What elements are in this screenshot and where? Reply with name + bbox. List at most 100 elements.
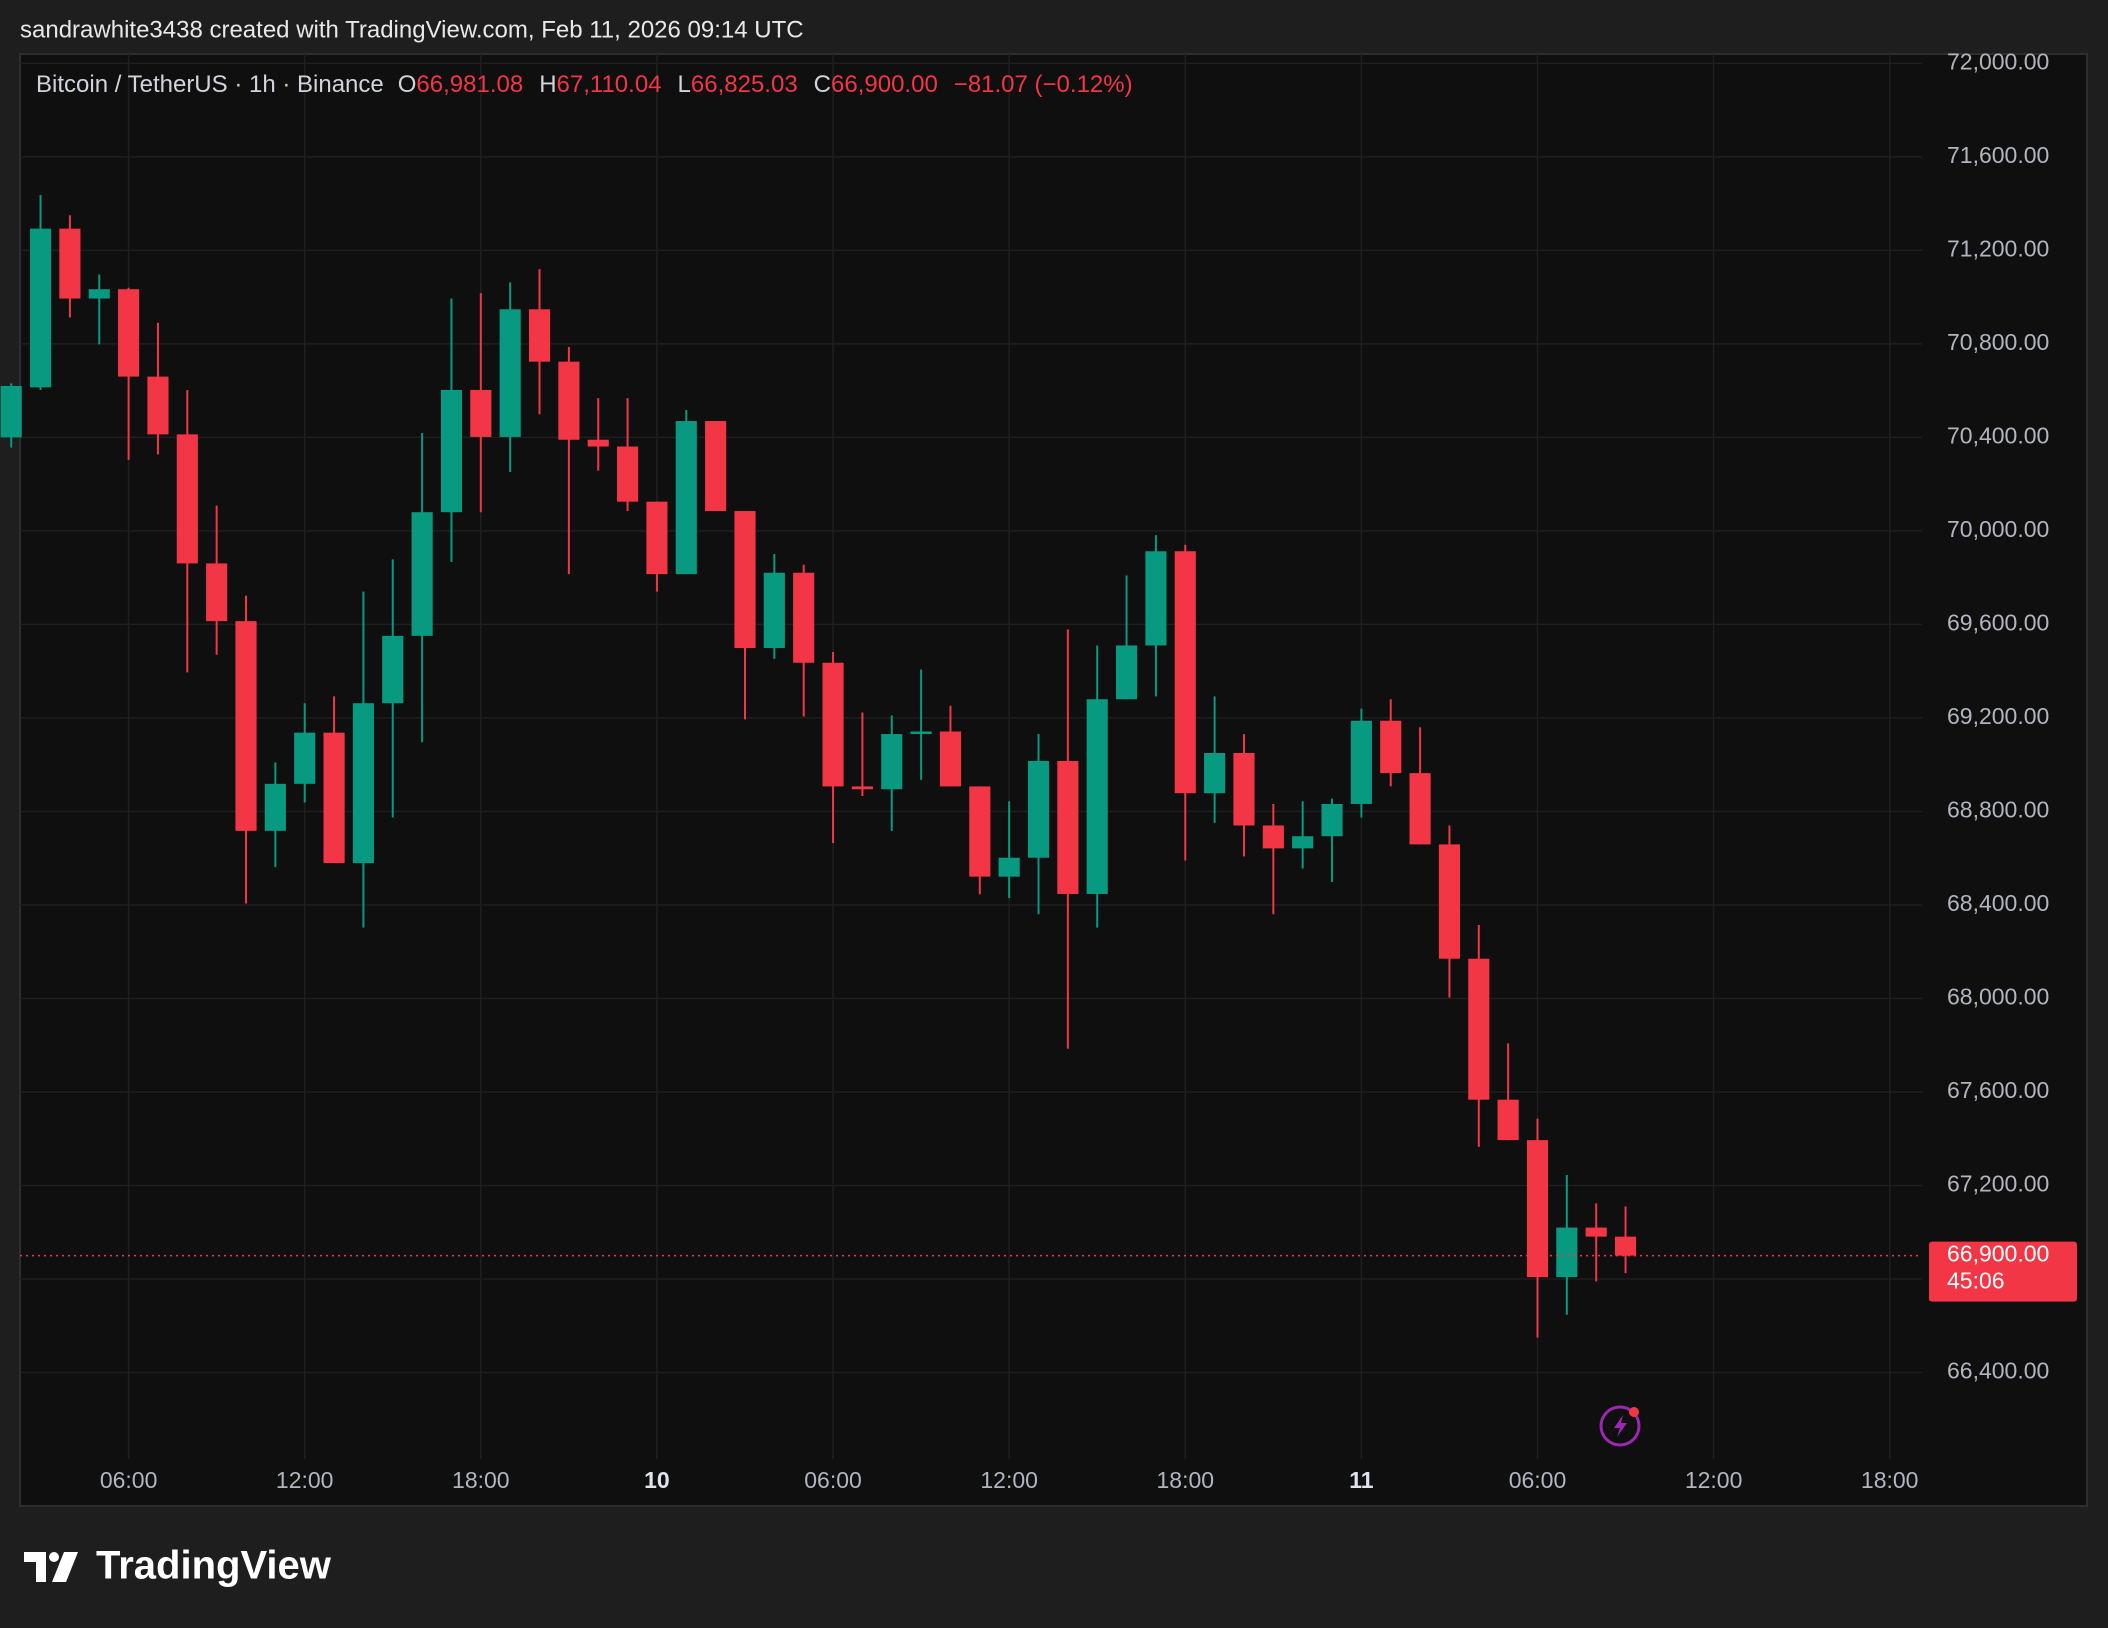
candles [0, 194, 1637, 1338]
candle-body [1145, 551, 1167, 646]
icon-ring [1599, 1405, 1641, 1447]
x-tick-label: 06:00 [804, 1467, 862, 1493]
candle-body [1526, 1140, 1549, 1278]
candle-body [1585, 1227, 1607, 1237]
candle-body [206, 563, 228, 622]
candle-body [88, 289, 110, 299]
lightning-icon [1599, 1405, 1641, 1447]
x-tick-label: 06:00 [1509, 1467, 1567, 1493]
logo-mark [49, 1552, 59, 1562]
candle-body [470, 389, 492, 437]
candle-body [176, 434, 198, 564]
x-tick-label: 18:00 [1861, 1467, 1919, 1493]
x-tick-label: 12:00 [1685, 1467, 1743, 1493]
legend-key: L [678, 71, 691, 98]
x-tick-label: 06:00 [100, 1467, 158, 1493]
candle-body [352, 703, 374, 864]
candle-body [793, 572, 815, 663]
candle-body [29, 228, 52, 388]
icon-bolt [1614, 1415, 1627, 1437]
candle-body [0, 385, 22, 438]
candle-body [528, 309, 551, 362]
candle-body [1321, 803, 1343, 837]
y-tick-label: 67,200.00 [1947, 1171, 2049, 1197]
legend-value: 67,110.04 [557, 71, 662, 98]
y-tick-label: 71,600.00 [1947, 142, 2049, 168]
candle-body [617, 446, 639, 502]
legend-value: 66,825.03 [691, 71, 798, 98]
candle-body [851, 786, 873, 790]
candle-body [734, 511, 756, 649]
candle-body [118, 289, 140, 377]
candle-body [294, 732, 316, 784]
y-tick-label: 71,200.00 [1947, 235, 2049, 261]
y-tick-label: 72,000.00 [1947, 48, 2049, 74]
x-tick-label: 10 [644, 1467, 670, 1493]
candle-body [910, 731, 932, 735]
price-tag-label: 66,900.00 [1947, 1241, 2049, 1267]
caption: sandrawhite3438 created with TradingView… [20, 16, 804, 43]
logo: TradingView [24, 1544, 332, 1588]
price-tag [1929, 1241, 2077, 1302]
x-tick-label: 18:00 [452, 1467, 510, 1493]
price-tag-countdown: 45:06 [1947, 1268, 2005, 1294]
y-tick-label: 68,000.00 [1947, 984, 2049, 1010]
legend-change: −81.07 (−0.12%) [954, 71, 1133, 98]
y-tick-label: 67,600.00 [1947, 1077, 2049, 1103]
legend-value: 66,981.08 [416, 71, 523, 98]
logo-mark [24, 1552, 46, 1582]
candle-body [1292, 836, 1314, 849]
candle-body [1497, 1099, 1519, 1141]
legend-key: C [814, 71, 831, 98]
brand: TradingView [96, 1544, 332, 1588]
legend-key: H [539, 71, 556, 98]
candle-body [881, 734, 903, 790]
y-tick-label: 70,800.00 [1947, 329, 2049, 355]
y-tick-label: 69,200.00 [1947, 703, 2049, 729]
candle-body [323, 732, 345, 864]
x-tick-label: 11 [1349, 1467, 1374, 1493]
x-tick-label: 12:00 [276, 1467, 334, 1493]
candle-body [822, 662, 844, 787]
candle-body [411, 512, 433, 636]
legend-value: 66,900.00 [831, 71, 938, 98]
candle-body [1027, 760, 1050, 858]
candle-body [1468, 958, 1490, 1100]
candle-body [440, 389, 463, 513]
candle-body [499, 309, 521, 437]
candle-body [675, 421, 697, 575]
candle-body [558, 361, 580, 440]
candle-body [1057, 760, 1079, 894]
icon-dot [1629, 1407, 1639, 1417]
candle-body [969, 786, 991, 877]
candle-body [705, 421, 727, 512]
candle-body [587, 439, 609, 447]
y-tick-label: 69,600.00 [1947, 609, 2049, 635]
candle-body [1086, 699, 1108, 894]
candle-body [1350, 720, 1372, 804]
legend-symbol: Bitcoin / TetherUS · 1h · Binance [36, 71, 384, 98]
candle-body [264, 783, 286, 831]
candle-body [1614, 1236, 1637, 1256]
candle-body [998, 857, 1020, 877]
candle-body [1380, 720, 1402, 774]
candle-body [1174, 551, 1196, 794]
candle-body [147, 376, 169, 435]
candle-body [1409, 773, 1431, 845]
x-tick-label: 18:00 [1156, 1467, 1214, 1493]
candle-body [646, 501, 668, 575]
y-tick-label: 68,800.00 [1947, 797, 2049, 823]
logo-mark [52, 1552, 78, 1582]
y-tick-label: 70,000.00 [1947, 516, 2049, 542]
candle-body [1556, 1227, 1578, 1278]
y-tick-label: 68,400.00 [1947, 890, 2049, 916]
candle-body [1438, 844, 1461, 959]
candle-body [235, 621, 257, 831]
x-tick-label: 12:00 [980, 1467, 1038, 1493]
candle-body [763, 572, 785, 649]
candle-body [1115, 645, 1138, 700]
candle-body [1233, 752, 1255, 826]
legend-key: O [398, 71, 417, 98]
